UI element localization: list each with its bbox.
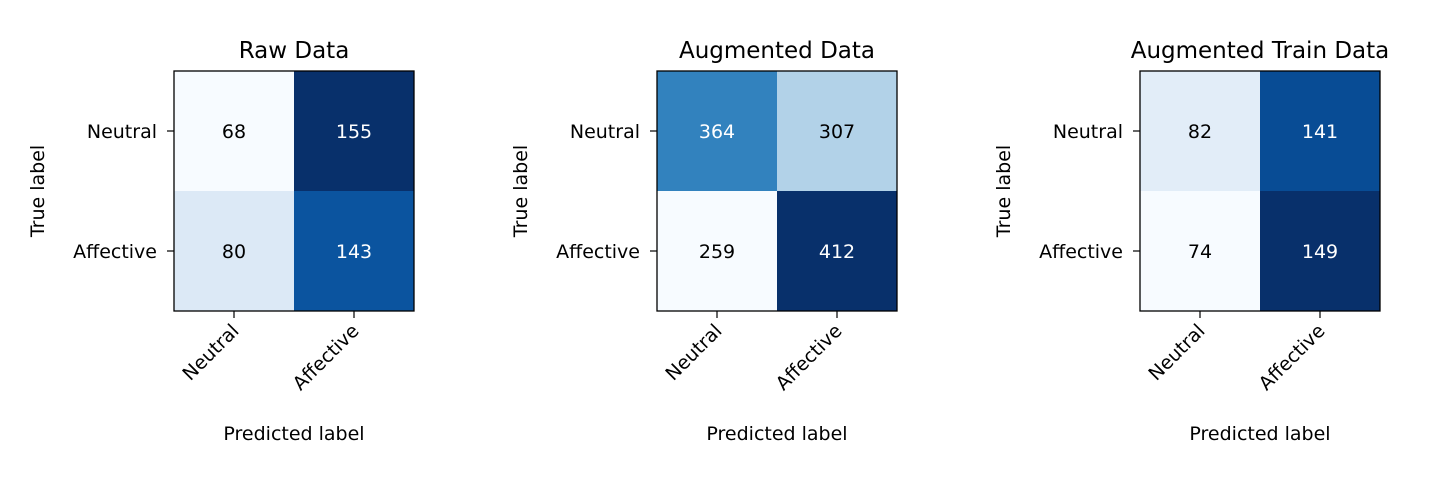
- x-axis-label: Predicted label: [223, 423, 364, 445]
- matrix-cell: [777, 71, 897, 191]
- y-tick-label: Neutral: [87, 121, 157, 143]
- cell-value-label: 80: [222, 241, 246, 263]
- x-tick-label: Neutral: [178, 320, 243, 385]
- cell-value-label: 307: [819, 121, 855, 143]
- matrix-cell: [1140, 191, 1260, 311]
- x-tick-label: Affective: [772, 320, 847, 395]
- matrix-cell: [294, 191, 414, 311]
- matrix-cell: [657, 191, 777, 311]
- cell-value-label: 82: [1188, 121, 1212, 143]
- y-tick-label: Affective: [556, 241, 640, 263]
- y-tick-label: Neutral: [570, 121, 640, 143]
- cell-value-label: 74: [1188, 241, 1212, 263]
- x-tick-label: Neutral: [661, 320, 726, 385]
- y-axis-label: True label: [993, 145, 1015, 238]
- y-tick-label: Neutral: [1053, 121, 1123, 143]
- matrix-cell: [657, 71, 777, 191]
- matrix-cell: [174, 191, 294, 311]
- matrix-cell: [1260, 191, 1380, 311]
- confusion-matrix-panel-1: 68 155 80 143 Raw Data Neutral Affective Neutra…: [27, 38, 415, 445]
- chart-title: Augmented Data: [679, 38, 875, 64]
- x-axis-label: Predicted label: [1189, 423, 1330, 445]
- confusion-matrix-panel-3: 82 141 74 149 Augmented Train Data Neutral Aff…: [993, 38, 1389, 445]
- cell-value-label: 143: [336, 241, 372, 263]
- cell-value-label: 155: [336, 121, 372, 143]
- cell-value-label: 68: [222, 121, 246, 143]
- x-tick-label: Neutral: [1144, 320, 1209, 385]
- axes-frame: [1139, 70, 1381, 312]
- cell-value-label: 364: [699, 121, 735, 143]
- confusion-matrix-panel-2: 364 307 259 412 Augmented Data Neutral Affecti…: [510, 38, 898, 445]
- cell-value-label: 141: [1302, 121, 1338, 143]
- matrix-cell: [777, 191, 897, 311]
- chart-title: Augmented Train Data: [1131, 38, 1390, 64]
- y-axis-label: True label: [27, 145, 49, 238]
- cell-value-label: 149: [1302, 241, 1338, 263]
- matrix-cell: [1260, 71, 1380, 191]
- x-tick-label: Affective: [1255, 320, 1330, 395]
- y-tick-label: Affective: [73, 241, 157, 263]
- x-tick-label: Affective: [289, 320, 364, 395]
- y-tick-label: Affective: [1039, 241, 1123, 263]
- cell-value-label: 259: [699, 241, 735, 263]
- x-axis-label: Predicted label: [706, 423, 847, 445]
- cell-value-label: 412: [819, 241, 855, 263]
- matrix-cell: [294, 71, 414, 191]
- chart-title: Raw Data: [239, 38, 350, 64]
- matrix-cell: [174, 71, 294, 191]
- matrix-cell: [1140, 71, 1260, 191]
- axes-frame: [173, 70, 415, 312]
- axes-frame: [656, 70, 898, 312]
- y-axis-label: True label: [510, 145, 532, 238]
